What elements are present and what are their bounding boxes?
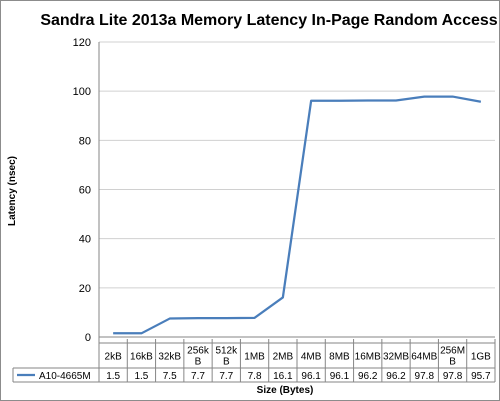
data-table-value: 95.7 bbox=[471, 371, 491, 382]
data-table-value: 7.7 bbox=[219, 371, 233, 382]
x-category-label: 16kB bbox=[130, 352, 153, 363]
series-line-a10-4665m bbox=[113, 95, 482, 335]
data-table-value: 16.1 bbox=[273, 371, 293, 382]
x-category-label: 4MB bbox=[301, 352, 322, 363]
y-tick-label: 20 bbox=[79, 283, 91, 295]
y-tick-label: 40 bbox=[79, 234, 91, 246]
y-tick-label: 60 bbox=[79, 185, 91, 197]
x-category-label: 2kB bbox=[105, 352, 123, 363]
data-table-value: 1.5 bbox=[106, 371, 120, 382]
x-category-label: 32kB bbox=[158, 352, 181, 363]
chart-title: Sandra Lite 2013a Memory Latency In-Page… bbox=[40, 12, 497, 29]
y-tick-label: 0 bbox=[85, 332, 91, 344]
x-category-label: 8MB bbox=[329, 352, 350, 363]
x-axis-title: Size (Bytes) bbox=[257, 385, 314, 396]
x-category-label: 1MB bbox=[244, 352, 265, 363]
data-table-value: 1.5 bbox=[134, 371, 148, 382]
data-table-value: 97.8 bbox=[415, 371, 435, 382]
y-tick-label: 100 bbox=[73, 86, 91, 98]
x-category-label: 256k B bbox=[187, 346, 210, 368]
x-category-label: 2MB bbox=[273, 352, 294, 363]
y-tick-label: 80 bbox=[79, 135, 91, 147]
y-axis-title: Latency (nsec) bbox=[7, 156, 18, 226]
x-category-label: 32MB bbox=[383, 352, 409, 363]
legend-series-name: A10-4665M bbox=[39, 371, 91, 382]
data-table-value: 96.1 bbox=[330, 371, 350, 382]
gridlines bbox=[98, 41, 495, 338]
data-table-value: 96.1 bbox=[301, 371, 321, 382]
x-category-label: 1GB bbox=[471, 352, 491, 363]
data-table-value: 7.7 bbox=[191, 371, 205, 382]
y-axis-ticks: 0 20 40 60 80 100 120 bbox=[73, 37, 91, 344]
x-category-label: 512k B bbox=[215, 346, 238, 368]
data-table-value: 97.8 bbox=[443, 371, 463, 382]
x-category-label: 16MB bbox=[355, 352, 381, 363]
data-table-value: 96.2 bbox=[358, 371, 378, 382]
x-category-label: 256M B bbox=[440, 346, 465, 368]
series-lines bbox=[113, 95, 482, 335]
data-table-value: 96.2 bbox=[386, 371, 406, 382]
data-table-value: 7.5 bbox=[163, 371, 177, 382]
y-tick-label: 120 bbox=[73, 37, 91, 49]
x-category-label: 64MB bbox=[411, 352, 437, 363]
data-table-value: 7.8 bbox=[248, 371, 262, 382]
